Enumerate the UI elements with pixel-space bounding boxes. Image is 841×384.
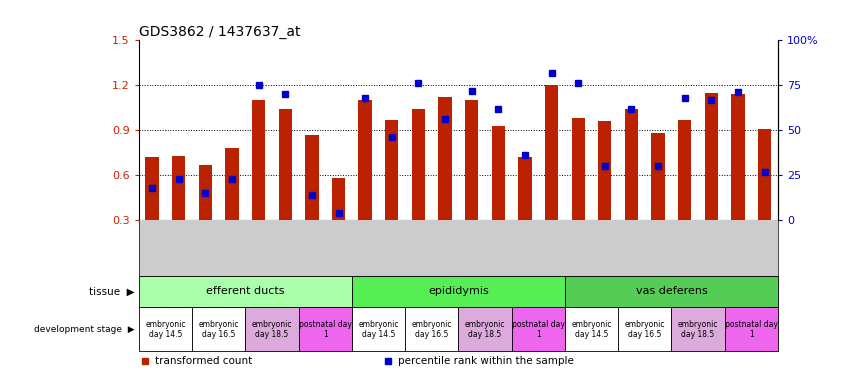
Bar [732,94,744,220]
Text: embryonic
day 14.5: embryonic day 14.5 [358,319,399,339]
Text: efferent ducts: efferent ducts [206,286,284,296]
Text: embryonic
day 18.5: embryonic day 18.5 [251,319,292,339]
Bar [352,276,565,307]
Bar [252,100,265,220]
Bar [492,126,505,220]
Bar [458,307,511,351]
Bar [598,121,611,220]
Bar [299,307,352,351]
Bar [725,307,778,351]
Bar [332,178,345,220]
Text: embryonic
day 16.5: embryonic day 16.5 [625,319,665,339]
Text: postnatal day
1: postnatal day 1 [299,319,352,339]
Text: embryonic
day 16.5: embryonic day 16.5 [198,319,239,339]
Text: epididymis: epididymis [428,286,489,296]
Text: embryonic
day 14.5: embryonic day 14.5 [571,319,611,339]
Text: postnatal day
1: postnatal day 1 [512,319,564,339]
Bar [139,276,352,307]
Text: GDS3862 / 1437637_at: GDS3862 / 1437637_at [139,25,300,39]
Text: embryonic
day 18.5: embryonic day 18.5 [678,319,718,339]
Bar [358,100,372,220]
Bar [652,133,664,220]
Bar [412,109,425,220]
Text: percentile rank within the sample: percentile rank within the sample [398,356,574,366]
Text: development stage  ▶: development stage ▶ [34,325,135,334]
Bar [352,307,405,351]
Bar [511,307,565,351]
Bar [705,93,718,220]
Bar [545,85,558,220]
Bar [625,109,638,220]
Bar [192,307,246,351]
Bar [758,129,771,220]
Text: embryonic
day 16.5: embryonic day 16.5 [411,319,452,339]
Bar [225,148,239,220]
Bar [465,100,479,220]
Text: postnatal day
1: postnatal day 1 [725,319,778,339]
Bar [572,118,584,220]
Bar [198,165,212,220]
Text: embryonic
day 18.5: embryonic day 18.5 [465,319,505,339]
Bar [305,135,319,220]
Bar [618,307,671,351]
Bar [172,156,185,220]
Bar [438,97,452,220]
Bar [678,120,691,220]
Bar [385,120,399,220]
Text: vas deferens: vas deferens [636,286,707,296]
Bar [518,157,532,220]
Bar [405,307,458,351]
Bar [565,276,778,307]
Bar [139,307,192,351]
Bar [671,307,725,351]
Text: embryonic
day 14.5: embryonic day 14.5 [145,319,186,339]
Bar [145,157,159,220]
Text: transformed count: transformed count [155,356,252,366]
Bar [278,109,292,220]
Bar [565,307,618,351]
Bar [246,307,299,351]
Text: tissue  ▶: tissue ▶ [89,286,135,296]
